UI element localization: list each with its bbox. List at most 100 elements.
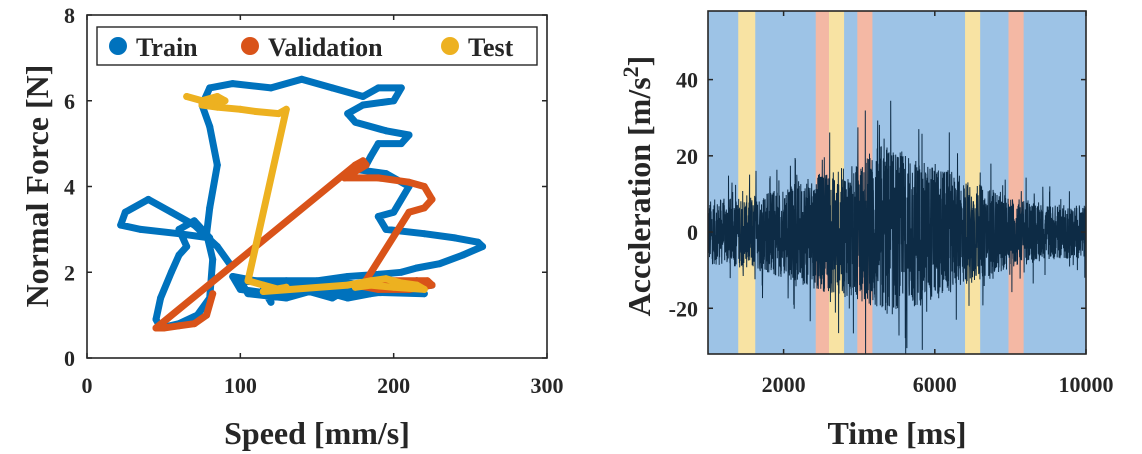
point-train: [390, 208, 398, 216]
point-train: [328, 290, 336, 298]
series-validation: [152, 157, 436, 332]
point-validation: [175, 322, 183, 330]
point-test: [367, 281, 375, 289]
acceleration-signal: [708, 100, 1086, 354]
left-y-tick-label: 2: [64, 260, 75, 285]
point-test: [213, 93, 221, 100]
right-y-axis-label-end: ]: [621, 56, 657, 67]
right-y-axis-label-sup: 2: [618, 66, 643, 77]
point-train: [190, 217, 198, 225]
point-validation: [203, 311, 211, 319]
left-x-tick-label: 300: [531, 373, 564, 398]
point-train: [436, 260, 444, 268]
point-train: [206, 204, 214, 212]
point-validation: [428, 195, 436, 203]
point-train: [351, 118, 359, 126]
point-train: [397, 84, 405, 92]
point-validation: [152, 324, 160, 332]
point-test: [344, 281, 352, 289]
region-validation: [1008, 11, 1024, 354]
point-test: [259, 288, 267, 295]
left-legend: Train Validation Test: [96, 26, 538, 66]
point-train: [359, 93, 367, 100]
right-y-axis-label-main: Acceleration [m/s: [621, 77, 657, 316]
left-y-tick-label: 6: [64, 89, 75, 114]
legend-label-test: Test: [468, 33, 514, 62]
left-x-axis-label: Speed [mm/s]: [224, 415, 410, 451]
point-train: [229, 80, 237, 88]
point-train: [405, 131, 413, 139]
point-test: [183, 93, 191, 100]
left-plot-area: [87, 15, 547, 358]
legend-marker-test: [441, 37, 459, 55]
point-test: [236, 105, 244, 113]
point-train: [144, 195, 152, 203]
point-test: [221, 97, 229, 105]
point-train: [157, 294, 165, 302]
point-train: [328, 84, 336, 92]
legend-label-validation: Validation: [268, 33, 383, 62]
point-test: [382, 275, 390, 283]
point-train: [374, 213, 382, 220]
point-train: [298, 75, 306, 83]
point-train: [236, 277, 244, 285]
point-train: [474, 238, 482, 246]
point-validation: [351, 161, 359, 169]
point-train: [206, 84, 214, 92]
left-chart: 0 100 200 300 0 2 4 6 8 Train Validation Test Sp…: [19, 3, 564, 451]
point-train: [397, 268, 405, 276]
point-train: [397, 140, 405, 148]
point-train: [344, 294, 352, 302]
point-test: [259, 281, 267, 289]
point-test: [252, 108, 260, 115]
point-test: [282, 283, 290, 291]
point-train: [236, 285, 244, 293]
point-train: [244, 290, 252, 298]
point-train: [175, 251, 183, 259]
point-test: [397, 279, 405, 287]
point-train: [137, 225, 145, 233]
point-validation: [362, 161, 370, 169]
point-train: [451, 234, 459, 242]
point-test: [351, 283, 359, 291]
point-train: [203, 230, 211, 238]
point-validation: [190, 320, 198, 328]
region-test: [738, 11, 756, 354]
point-train: [209, 255, 217, 263]
point-test: [198, 101, 206, 109]
left-y-tick-label: 4: [64, 175, 75, 200]
point-train: [183, 243, 191, 250]
point-train: [374, 140, 382, 148]
point-validation: [423, 277, 431, 285]
left-x-tick-label: 0: [82, 373, 93, 398]
point-validation: [405, 208, 413, 216]
point-test: [282, 105, 290, 113]
point-validation: [405, 178, 413, 186]
point-validation: [160, 324, 168, 332]
point-train: [167, 268, 175, 276]
right-y-tick-label: 20: [676, 144, 698, 169]
point-train: [459, 251, 467, 259]
right-chart: 2000 6000 10000 -20 0 20 40 Time [ms] Accelera…: [618, 10, 1114, 451]
left-x-tick-label: 100: [224, 373, 257, 398]
point-validation: [420, 183, 428, 190]
right-x-tick-label: 6000: [913, 372, 957, 397]
right-x-tick-label: 2000: [762, 372, 806, 397]
point-train: [267, 84, 275, 92]
legend-label-train: Train: [136, 33, 198, 62]
point-validation: [374, 174, 382, 182]
point-train: [313, 277, 321, 285]
right-x-tick-label: 10000: [1059, 372, 1114, 397]
left-y-tick-label: 8: [64, 3, 75, 28]
right-y-tick-label: -20: [669, 296, 698, 321]
legend-box: [96, 26, 538, 66]
point-validation: [420, 204, 428, 212]
point-train: [152, 315, 160, 323]
point-train: [367, 290, 375, 298]
point-test: [390, 283, 398, 291]
left-x-tick-label: 200: [377, 373, 410, 398]
point-train: [367, 153, 375, 160]
point-test: [213, 103, 221, 111]
point-train: [213, 243, 221, 250]
point-test: [244, 277, 252, 285]
